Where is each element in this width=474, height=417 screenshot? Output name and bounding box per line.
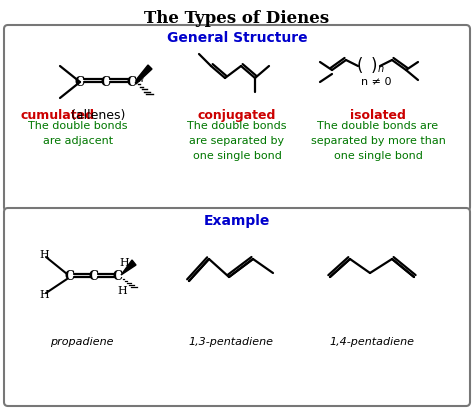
FancyBboxPatch shape xyxy=(4,208,470,406)
Text: C: C xyxy=(75,75,85,88)
Text: 1,3-pentadiene: 1,3-pentadiene xyxy=(189,337,273,347)
Polygon shape xyxy=(121,260,136,275)
Text: The double bonds
are adjacent: The double bonds are adjacent xyxy=(28,121,128,146)
Text: w: w xyxy=(138,77,144,83)
Polygon shape xyxy=(136,65,152,84)
Text: C: C xyxy=(113,271,123,284)
Text: H: H xyxy=(39,290,49,300)
Text: C: C xyxy=(89,271,99,284)
Text: H: H xyxy=(119,258,129,268)
FancyBboxPatch shape xyxy=(4,25,470,211)
Text: The double bonds
are separated by
one single bond: The double bonds are separated by one si… xyxy=(187,121,287,161)
Text: 1,4-pentadiene: 1,4-pentadiene xyxy=(329,337,414,347)
Text: conjugated: conjugated xyxy=(198,109,276,122)
Text: (allenes): (allenes) xyxy=(67,109,125,122)
Text: cumulated: cumulated xyxy=(21,109,95,122)
Text: C: C xyxy=(101,75,111,88)
Text: propadiene: propadiene xyxy=(50,337,114,347)
Text: n: n xyxy=(378,64,384,74)
Text: General Structure: General Structure xyxy=(167,31,307,45)
Text: The Types of Dienes: The Types of Dienes xyxy=(145,10,329,27)
Text: ): ) xyxy=(371,57,377,75)
Text: C: C xyxy=(65,271,75,284)
Text: H: H xyxy=(117,286,127,296)
Text: isolated: isolated xyxy=(350,109,406,122)
Text: H: H xyxy=(39,250,49,260)
Text: (: ( xyxy=(357,57,363,75)
Text: The double bonds are
separated by more than
one single bond: The double bonds are separated by more t… xyxy=(310,121,446,161)
Text: n ≠ 0: n ≠ 0 xyxy=(361,77,391,87)
Text: Example: Example xyxy=(204,214,270,228)
Text: C: C xyxy=(127,75,137,88)
